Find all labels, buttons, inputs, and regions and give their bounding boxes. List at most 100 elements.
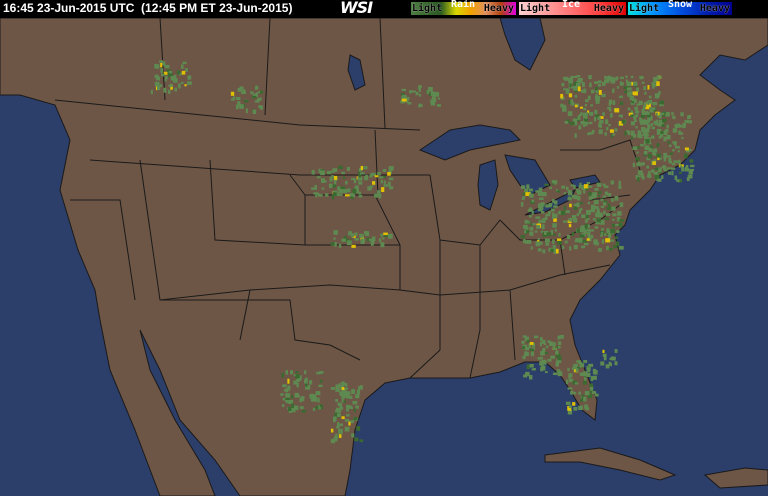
radar-echo bbox=[544, 371, 548, 374]
radar-echo bbox=[336, 192, 339, 196]
radar-echo bbox=[563, 88, 568, 91]
radar-echo bbox=[589, 229, 594, 232]
timestamp: 16:45 23-Jun-2015 UTC (12:45 PM ET 23-Ju… bbox=[3, 1, 293, 15]
radar-echo bbox=[359, 233, 364, 238]
radar-echo bbox=[552, 233, 556, 236]
radar-echo bbox=[418, 85, 422, 89]
radar-echo bbox=[561, 245, 565, 250]
radar-echo bbox=[643, 135, 648, 140]
radar-echo bbox=[615, 223, 620, 227]
radar-echo bbox=[603, 185, 609, 189]
radar-echo bbox=[597, 210, 600, 216]
radar-echo bbox=[628, 112, 633, 116]
radar-echo bbox=[602, 183, 606, 186]
radar-echo bbox=[241, 91, 247, 95]
radar-echo bbox=[579, 363, 585, 368]
radar-echo bbox=[345, 180, 348, 185]
radar-echo bbox=[181, 64, 184, 69]
radar-echo bbox=[609, 129, 614, 133]
radar-echo bbox=[656, 75, 660, 80]
radar-echo bbox=[333, 237, 336, 240]
radar-echo bbox=[677, 124, 683, 128]
radar-echo bbox=[578, 113, 582, 117]
radar-echo bbox=[639, 75, 644, 80]
radar-echo bbox=[576, 360, 582, 363]
radar-echo bbox=[552, 345, 556, 350]
radar-echo bbox=[608, 248, 613, 251]
radar-echo bbox=[184, 84, 187, 87]
radar-echo bbox=[338, 188, 344, 194]
radar-echo bbox=[614, 236, 619, 240]
radar-echo bbox=[618, 120, 624, 126]
radar-echo bbox=[627, 130, 631, 136]
radar-echo bbox=[648, 99, 653, 105]
radar-echo bbox=[542, 249, 546, 254]
radar-echo bbox=[541, 224, 545, 230]
radar-echo bbox=[610, 180, 614, 185]
radar-echo bbox=[378, 176, 384, 179]
radar-echo bbox=[597, 116, 601, 120]
radar-echo bbox=[654, 167, 659, 171]
radar-echo bbox=[346, 394, 350, 399]
radar-echo bbox=[538, 187, 543, 191]
radar-echo bbox=[387, 172, 391, 176]
radar-echo bbox=[590, 196, 594, 200]
radar-echo bbox=[633, 81, 638, 86]
radar-echo bbox=[331, 175, 334, 178]
radar-echo bbox=[568, 78, 573, 84]
radar-echo bbox=[553, 248, 559, 254]
radar-echo bbox=[689, 164, 695, 168]
radar-echo bbox=[555, 353, 561, 357]
header-bar: 16:45 23-Jun-2015 UTC (12:45 PM ET 23-Ju… bbox=[0, 0, 768, 18]
radar-echo bbox=[612, 213, 617, 217]
radar-echo bbox=[332, 192, 337, 197]
radar-echo bbox=[655, 112, 658, 116]
radar-echo bbox=[602, 353, 607, 357]
radar-echo bbox=[352, 188, 357, 194]
radar-echo bbox=[355, 405, 359, 409]
radar-echo bbox=[573, 406, 578, 411]
radar-echo bbox=[605, 213, 611, 216]
radar-echo bbox=[579, 372, 584, 376]
radar-echo bbox=[159, 60, 164, 63]
radar-echo bbox=[337, 422, 340, 426]
radar-echo bbox=[589, 84, 592, 88]
radar-echo bbox=[418, 94, 422, 97]
radar-echo bbox=[523, 239, 526, 244]
radar-echo bbox=[682, 122, 686, 127]
radar-echo bbox=[630, 132, 635, 136]
radar-echo bbox=[662, 165, 666, 171]
radar-echo bbox=[374, 175, 379, 178]
radar-echo bbox=[552, 372, 558, 376]
radar-echo bbox=[358, 175, 361, 178]
radar-echo bbox=[595, 242, 599, 246]
radar-echo bbox=[552, 214, 555, 219]
radar-echo bbox=[604, 233, 607, 236]
radar-echo bbox=[333, 180, 337, 186]
radar-echo bbox=[310, 397, 313, 402]
radar-echo bbox=[593, 239, 598, 244]
radar-echo bbox=[619, 95, 623, 98]
radar-echo bbox=[667, 171, 672, 175]
radar-echo bbox=[317, 397, 320, 403]
radar-echo bbox=[311, 170, 315, 175]
radar-echo bbox=[583, 396, 587, 402]
radar-echo bbox=[572, 380, 577, 385]
radar-echo bbox=[545, 242, 550, 246]
radar-echo bbox=[341, 238, 346, 242]
radar-echo bbox=[239, 86, 244, 90]
radar-echo bbox=[285, 397, 290, 401]
radar-echo bbox=[560, 103, 564, 108]
radar-echo bbox=[689, 159, 694, 163]
radar-echo bbox=[558, 210, 562, 215]
land-hispaniola bbox=[703, 467, 768, 489]
radar-echo bbox=[661, 124, 665, 127]
radar-echo bbox=[285, 388, 289, 393]
radar-echo bbox=[540, 356, 543, 360]
radar-echo bbox=[371, 236, 376, 241]
radar-echo bbox=[293, 380, 298, 385]
radar-echo bbox=[630, 121, 636, 126]
radar-echo bbox=[646, 103, 651, 108]
radar-echo bbox=[294, 405, 299, 411]
